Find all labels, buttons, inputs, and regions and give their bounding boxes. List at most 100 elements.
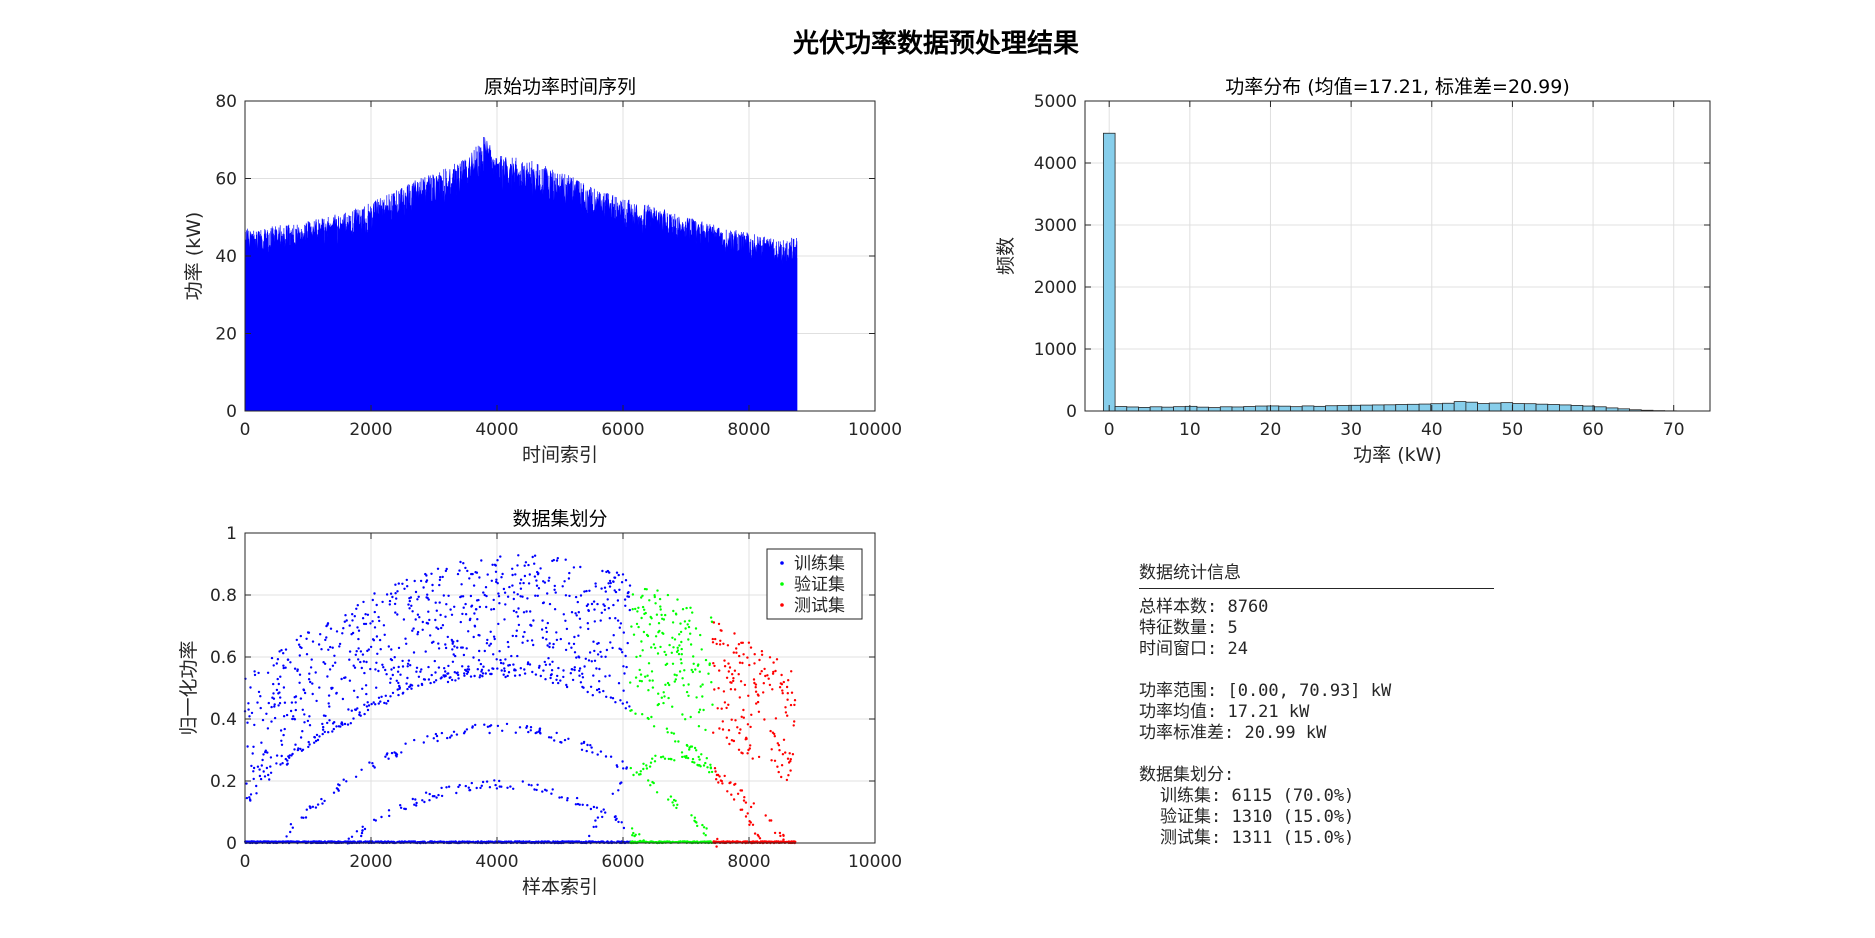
scatter-point [402, 618, 406, 621]
scatter-point [638, 833, 641, 836]
scatter-point [579, 681, 583, 684]
scatter-point [249, 793, 253, 796]
scatter-point [473, 674, 476, 678]
scatter-point [441, 624, 445, 627]
scatter-point [684, 718, 687, 721]
scatter-point [698, 758, 701, 761]
scatter-point [391, 595, 394, 599]
scatter-point [475, 786, 478, 790]
scatter-point [436, 739, 439, 743]
scatter-point [347, 837, 350, 840]
scatter-point [319, 633, 322, 636]
scatter-point [699, 633, 702, 637]
scatter-point [786, 692, 789, 695]
scatter-point [687, 638, 690, 641]
scatter-point [471, 725, 474, 728]
scatter-point [555, 731, 558, 735]
scatter-point [292, 715, 295, 718]
histogram-bar [1407, 403, 1420, 412]
scatter-point [630, 625, 633, 628]
scatter-point [559, 679, 562, 682]
scatter-point [466, 670, 470, 674]
scatter-point [651, 679, 654, 682]
scatter-point [550, 669, 554, 672]
scatter-point [388, 814, 391, 818]
scatter-point [284, 666, 287, 669]
scatter-point [767, 677, 770, 680]
scatter-point [592, 640, 595, 643]
scatter-point [707, 672, 710, 675]
histogram-bar [1594, 406, 1607, 412]
scatter-point [391, 691, 395, 695]
scatter-point [504, 658, 507, 661]
scatter-point [602, 808, 605, 811]
scatter-point [450, 734, 453, 737]
scatter-point [413, 579, 416, 583]
scatter-point [578, 656, 581, 659]
scatter-point [596, 602, 599, 606]
scatter-point [682, 684, 685, 687]
scatter-point [699, 765, 702, 768]
scatter-point [348, 650, 352, 653]
scatter-point [579, 565, 582, 569]
scatter-point [308, 672, 311, 675]
scatter-point [443, 667, 446, 670]
scatter-point [511, 634, 514, 638]
scatter-point [683, 620, 687, 623]
scatter-point [681, 677, 684, 680]
scatter-point [252, 766, 256, 770]
y-tick-label: 0.6 [210, 648, 237, 668]
scatter-point [571, 668, 574, 671]
scatter-point [621, 702, 624, 705]
scatter-point [640, 640, 643, 643]
scatter-point [522, 611, 526, 614]
scatter-point [617, 789, 620, 792]
scatter-point [668, 683, 671, 687]
scatter-point [598, 680, 601, 683]
scatter-point [480, 559, 483, 562]
scatter-point [282, 715, 286, 718]
scatter-point [619, 648, 623, 651]
scatter-point [573, 651, 577, 654]
scatter-point [620, 781, 623, 784]
scatter-point [427, 678, 431, 681]
scatter-point [326, 622, 330, 625]
scatter-point [426, 622, 430, 625]
scatter-point [272, 664, 275, 667]
scatter-point [284, 757, 287, 761]
scatter-point [502, 587, 506, 591]
scatter-point [382, 624, 386, 627]
scatter-point [379, 700, 382, 703]
scatter-point [378, 638, 382, 642]
scatter-point [763, 667, 766, 671]
scatter-point [789, 760, 792, 763]
scatter-point [541, 619, 544, 622]
scatter-point [455, 733, 459, 736]
scatter-point [486, 725, 490, 728]
scatter-point [762, 691, 765, 694]
scatter-point [356, 707, 359, 710]
scatter-point [647, 779, 650, 782]
scatter-point [691, 757, 695, 761]
scatter-point [252, 777, 255, 781]
scatter-point [624, 579, 628, 582]
scatter-point [364, 622, 368, 626]
scatter-point [551, 788, 554, 791]
scatter-point [550, 736, 553, 739]
scatter-point [691, 611, 694, 614]
scatter-point [596, 816, 600, 819]
scatter-point [325, 636, 328, 639]
scatter-point [733, 632, 736, 635]
scatter-point [448, 736, 452, 739]
scatter-point [757, 694, 760, 697]
scatter-point [786, 714, 789, 717]
scatter-point [371, 620, 374, 623]
scatter-point [447, 664, 450, 668]
scatter-point [548, 642, 551, 645]
scatter-point [702, 826, 706, 829]
x-tick-label: 6000 [601, 852, 644, 872]
x-tick-label: 10 [1179, 420, 1201, 440]
scatter-point [289, 823, 293, 826]
scatter-point [541, 636, 545, 639]
scatter-point [261, 718, 265, 722]
